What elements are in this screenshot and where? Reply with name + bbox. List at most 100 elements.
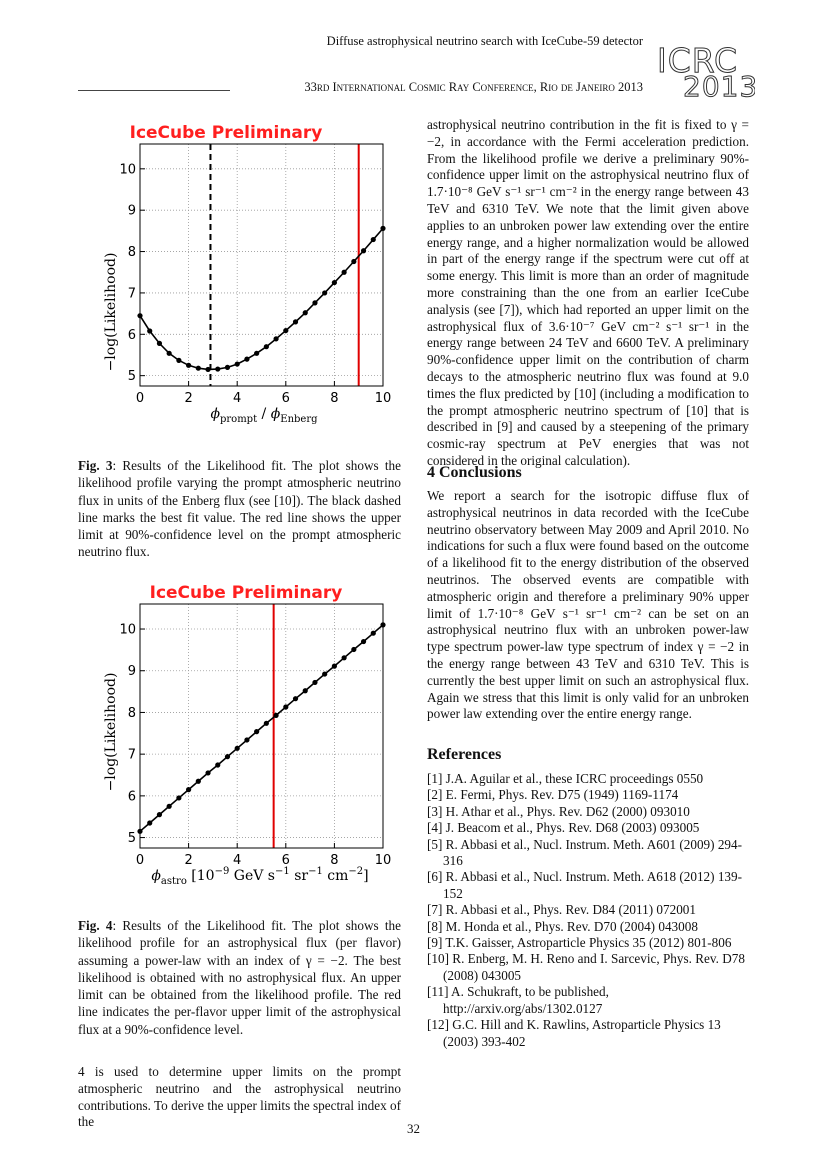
data-point	[156, 340, 163, 346]
data-point	[331, 663, 337, 669]
figure-3-likelihood-prompt: IceCube Preliminary −log(Likelihood) ϕpr…	[103, 123, 391, 425]
data-point	[283, 704, 289, 710]
data-point	[224, 364, 231, 370]
section-heading-references: References	[427, 746, 502, 763]
figure-3-ylabel: −log(Likelihood)	[103, 253, 119, 372]
data-point	[331, 279, 337, 286]
y-tick-label: 6	[128, 789, 136, 804]
data-point	[341, 269, 347, 275]
data-point	[254, 350, 260, 356]
data-point	[147, 820, 153, 826]
data-point	[205, 770, 211, 776]
figure-4-caption-text: : Results of the Likelihood fit. The plo…	[78, 918, 401, 1037]
data-point	[370, 236, 376, 243]
data-point	[224, 754, 231, 760]
x-tick-label: 4	[233, 853, 241, 868]
data-point	[312, 300, 318, 306]
data-point	[351, 646, 357, 653]
y-tick-label: 5	[128, 369, 136, 384]
y-tick-label: 6	[128, 328, 136, 343]
figure-3-caption: Fig. 3: Results of the Likelihood fit. T…	[78, 457, 401, 561]
plot-frame	[139, 603, 384, 849]
x-tick-label: 10	[375, 853, 392, 868]
data-point	[166, 350, 172, 356]
figure-4-plot-area: 0 2 4 6 8 10 5 6 7 8 9 10	[119, 603, 392, 868]
data-point	[254, 729, 260, 735]
reference-item: [12] G.C. Hill and K. Rawlins, Astropart…	[427, 1017, 721, 1049]
data-point	[292, 696, 299, 702]
y-tick-label: 10	[119, 162, 136, 177]
data-point	[244, 356, 250, 362]
figure-3-xlabel: ϕprompt / ϕEnberg	[210, 406, 318, 425]
page-number: 32	[407, 1121, 420, 1136]
logo-top-text: ICRC	[657, 41, 738, 80]
data-point	[263, 720, 269, 726]
data-point	[263, 344, 269, 350]
data-point	[166, 803, 172, 809]
icrc-logo: ICRC 2013	[657, 41, 756, 101]
x-tick-label: 2	[184, 853, 192, 868]
conclusions-text: We report a search for the isotropic dif…	[427, 488, 749, 722]
y-tick-label: 7	[128, 748, 136, 763]
y-tick-label: 9	[128, 664, 136, 679]
data-point	[322, 290, 328, 296]
data-point	[205, 366, 211, 373]
data-point	[312, 679, 318, 686]
data-point	[176, 357, 182, 363]
x-tick-label: 8	[330, 853, 338, 868]
x-tick-label: 0	[136, 853, 144, 868]
reference-item: [11] A. Schukraft, to be published, http…	[427, 984, 609, 1016]
reference-item: [9] T.K. Gaisser, Astroparticle Physics …	[427, 935, 732, 951]
figure-4-xlabel: ϕastro [10−9 GeV s−1 sr−1 cm−2]	[151, 866, 368, 887]
figure-4-ylabel: −log(Likelihood)	[103, 673, 119, 792]
x-tick-label: 2	[184, 391, 192, 406]
x-tick-label: 8	[330, 391, 338, 406]
data-point	[195, 778, 201, 784]
reference-item: [7] R. Abbasi et al., Phys. Rev. D84 (20…	[427, 902, 696, 918]
data-point	[273, 712, 279, 718]
figure-3-caption-text: : Results of the Likelihood fit. The plo…	[78, 458, 401, 560]
running-header-conference: 33rd International Cosmic Ray Conference…	[304, 80, 643, 94]
figure-3-plot-area: 0 2 4 6 8 10 5 6 7 8 9 10	[119, 143, 391, 406]
header-rule	[78, 90, 230, 91]
figure-4-caption: Fig. 4: Results of the Likelihood fit. T…	[78, 917, 401, 1038]
y-tick-label: 8	[128, 706, 136, 721]
data-point	[156, 812, 163, 818]
figure-3-caption-label: Fig. 3	[78, 458, 113, 473]
plot-background	[140, 604, 383, 848]
x-tick-label: 0	[136, 391, 144, 406]
plot-background	[140, 144, 383, 386]
y-tick-label: 7	[128, 286, 136, 301]
data-point	[360, 638, 367, 645]
data-point	[351, 258, 357, 265]
reference-item: [2] E. Fermi, Phys. Rev. D75 (1949) 1169…	[427, 787, 679, 803]
data-point	[195, 365, 201, 371]
data-point	[244, 737, 250, 743]
y-tick-label: 9	[128, 204, 136, 219]
y-tick-label: 8	[128, 245, 136, 260]
reference-list: [1] J.A. Aguilar et al., these ICRC proc…	[427, 771, 757, 1050]
data-point	[341, 655, 347, 661]
plot-frame	[139, 143, 384, 387]
running-header-title: Diffuse astrophysical neutrino search wi…	[326, 34, 643, 48]
data-point	[273, 336, 279, 342]
data-point	[302, 688, 308, 694]
reference-item: [1] J.A. Aguilar et al., these ICRC proc…	[427, 771, 704, 786]
y-tick-label: 5	[128, 831, 136, 846]
data-point	[292, 319, 299, 325]
x-tick-label: 6	[282, 391, 290, 406]
logo-bottom-text: 2013	[683, 70, 755, 100]
reference-item: [4] J. Beacom et al., Phys. Rev. D68 (20…	[427, 820, 700, 836]
reference-item: [8] M. Honda et al., Phys. Rev. D70 (200…	[427, 918, 698, 934]
x-tick-label: 6	[282, 853, 290, 868]
data-point	[302, 310, 308, 316]
data-point	[234, 745, 240, 751]
body-text-right-top: astrophysical neutrino contribution in t…	[427, 117, 749, 468]
figure-4-title: IceCube Preliminary	[150, 583, 343, 603]
data-point	[322, 671, 328, 677]
reference-item: [3] H. Athar et al., Phys. Rev. D62 (200…	[427, 803, 690, 819]
data-point	[215, 762, 221, 768]
body-text-left-bottom: 4 is used to determine upper limits on t…	[78, 1064, 401, 1130]
y-tick-label: 10	[119, 623, 136, 638]
figure-4-caption-label: Fig. 4	[78, 918, 113, 933]
